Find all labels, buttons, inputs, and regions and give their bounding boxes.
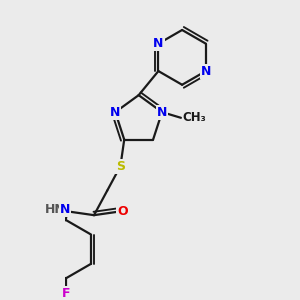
Text: N: N [157,106,167,118]
Text: N: N [60,203,70,216]
Text: N: N [110,106,121,118]
Text: N: N [201,64,211,78]
Text: CH₃: CH₃ [183,111,207,124]
Text: N: N [153,37,164,50]
Text: HN: HN [45,203,66,216]
Text: F: F [61,287,70,300]
Text: O: O [117,205,128,218]
Text: S: S [116,160,125,172]
